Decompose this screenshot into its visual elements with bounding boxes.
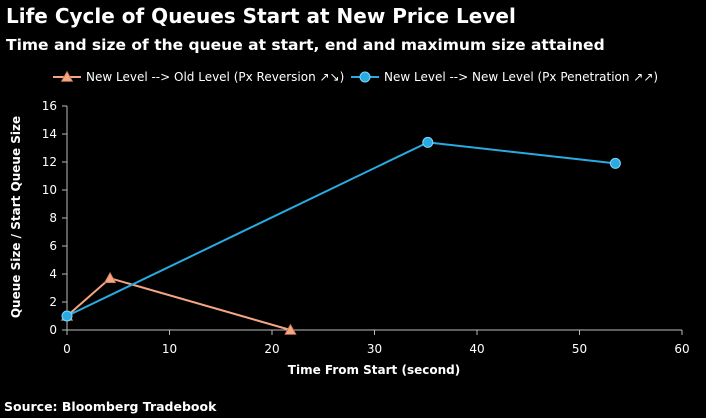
y-tick-label: 10 — [42, 183, 57, 197]
chart-title: Life Cycle of Queues Start at New Price … — [6, 4, 516, 28]
circle-point — [422, 136, 434, 148]
y-tick-label: 4 — [49, 267, 57, 281]
y-tick-label: 6 — [49, 239, 57, 253]
y-tick-label: 12 — [42, 155, 57, 169]
x-tick-label: 40 — [469, 342, 484, 356]
x-tick-label: 20 — [264, 342, 279, 356]
triangle-point — [103, 271, 117, 284]
y-tick-label: 14 — [42, 127, 57, 141]
legend-label: New Level --> Old Level (Px Reversion ↗↘… — [86, 70, 344, 84]
circle-point — [609, 157, 621, 169]
triangle-point — [284, 323, 297, 335]
x-axis-label: Time From Start (second) — [288, 363, 460, 377]
legend-label: New Level --> New Level (Px Penetration … — [384, 70, 658, 84]
series-triangle — [60, 271, 297, 335]
x-tick-label: 50 — [572, 342, 587, 356]
y-tick-label: 8 — [49, 211, 57, 225]
legend-entry: New Level --> New Level (Px Penetration … — [351, 70, 658, 84]
source-note: Source: Bloomberg Tradebook — [4, 399, 217, 414]
x-tick-label: 10 — [162, 342, 177, 356]
legend-triangle-icon — [60, 70, 74, 82]
y-tick-label: 16 — [42, 99, 57, 113]
legend: New Level --> Old Level (Px Reversion ↗↘… — [53, 70, 658, 84]
chart-subtitle: Time and size of the queue at start, end… — [6, 36, 605, 54]
series-circle — [61, 136, 621, 322]
y-tick-label: 2 — [49, 295, 57, 309]
legend-entry: New Level --> Old Level (Px Reversion ↗↘… — [53, 70, 344, 84]
y-axis-label: Queue Size / Start Queue Size — [9, 116, 23, 318]
x-tick-label: 0 — [63, 342, 71, 356]
axes: 0 2 4 6 8 10 12 14 16 0 10 20 30 40 50 60 — [42, 99, 690, 356]
circle-point — [61, 310, 73, 322]
x-tick-label: 60 — [674, 342, 689, 356]
series-line — [66, 277, 291, 331]
legend-circle-icon — [359, 71, 371, 83]
series-group — [60, 136, 621, 335]
x-tick-label: 30 — [367, 342, 382, 356]
y-tick-label: 0 — [49, 323, 57, 337]
